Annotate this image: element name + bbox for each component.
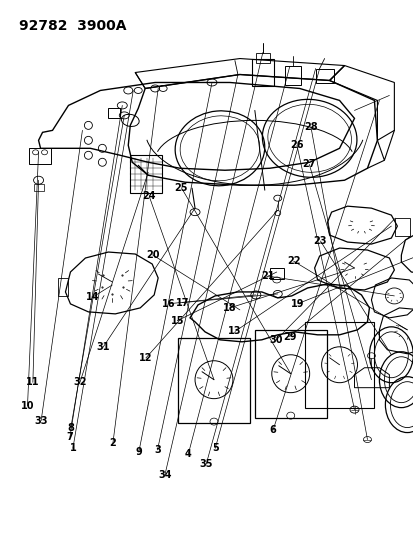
Text: 14: 14 — [85, 292, 99, 302]
Bar — [178, 338, 249, 423]
Text: 21: 21 — [261, 271, 274, 281]
Text: 92782  3900A: 92782 3900A — [19, 19, 126, 33]
Text: 6: 6 — [269, 425, 276, 435]
Bar — [28, 148, 50, 164]
Text: 22: 22 — [286, 256, 300, 266]
Text: 29: 29 — [282, 332, 296, 342]
Text: 35: 35 — [199, 459, 212, 469]
Text: 8: 8 — [67, 423, 74, 433]
Bar — [130, 155, 162, 193]
Text: 10: 10 — [21, 401, 34, 411]
Text: 1: 1 — [69, 443, 76, 453]
Text: 3: 3 — [154, 445, 161, 455]
Text: 12: 12 — [139, 353, 152, 363]
Bar — [394, 218, 409, 236]
Text: 11: 11 — [26, 377, 40, 387]
Bar — [315, 69, 333, 84]
Text: 18: 18 — [222, 303, 236, 313]
Text: 19: 19 — [290, 298, 304, 309]
Text: 17: 17 — [175, 297, 189, 308]
Text: 26: 26 — [290, 140, 303, 150]
Bar — [33, 184, 43, 191]
Text: 15: 15 — [170, 316, 184, 326]
Text: 16: 16 — [162, 298, 176, 309]
Bar — [284, 66, 300, 85]
Bar — [304, 322, 373, 408]
Text: 13: 13 — [228, 326, 241, 336]
Text: 27: 27 — [302, 159, 315, 169]
Bar — [269, 268, 283, 279]
Bar — [254, 330, 326, 417]
Text: 7: 7 — [66, 432, 73, 442]
Text: 31: 31 — [96, 342, 109, 352]
Text: 9: 9 — [135, 447, 142, 456]
Bar — [251, 59, 273, 86]
Text: 5: 5 — [211, 443, 218, 453]
Text: 2: 2 — [109, 438, 116, 448]
Bar — [58, 278, 68, 296]
Text: 23: 23 — [313, 236, 326, 246]
Text: 30: 30 — [269, 335, 282, 345]
Text: 34: 34 — [158, 470, 171, 480]
Bar — [255, 53, 269, 62]
Text: 28: 28 — [304, 122, 317, 132]
Bar — [108, 108, 120, 118]
Text: 24: 24 — [142, 191, 156, 201]
Text: 20: 20 — [145, 250, 159, 260]
Text: 33: 33 — [34, 416, 48, 426]
Text: 32: 32 — [73, 377, 86, 387]
Text: 4: 4 — [185, 449, 191, 458]
Text: 25: 25 — [174, 183, 188, 193]
